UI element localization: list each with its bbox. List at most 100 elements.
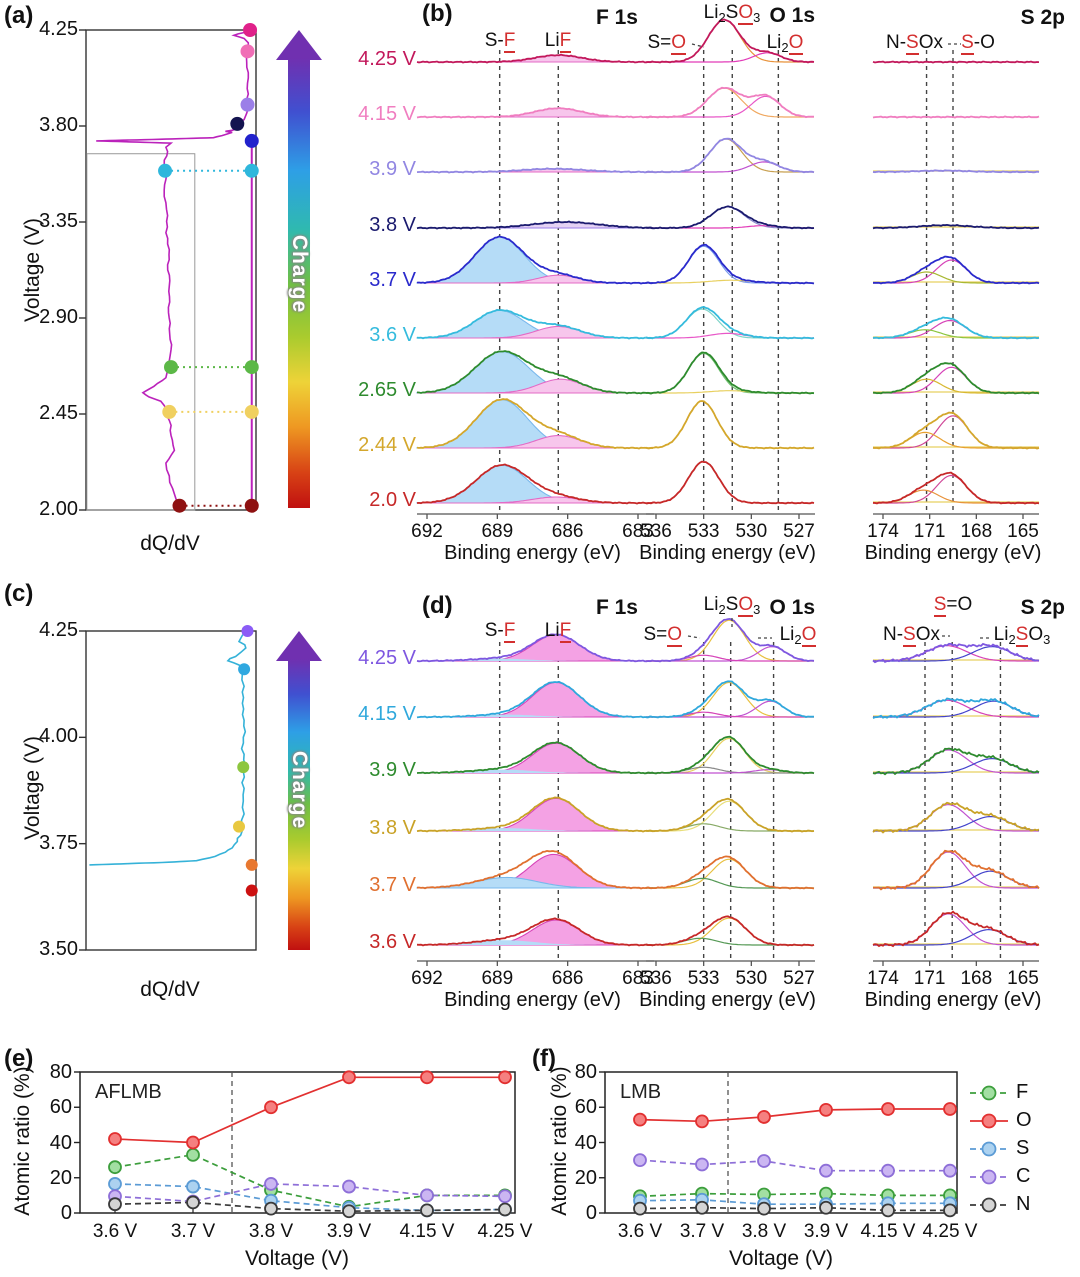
spectrum-envelope bbox=[645, 460, 815, 505]
column-title-o1s: O 1s bbox=[769, 4, 815, 27]
data-point-N bbox=[633, 1201, 647, 1216]
data-point-N bbox=[943, 1203, 957, 1218]
peak-label-s-f: S-F bbox=[484, 620, 516, 643]
dataset-label-aflmb: AFLMB bbox=[95, 1081, 162, 1103]
spectrum-envelope bbox=[416, 220, 654, 230]
series-line-S bbox=[114, 1183, 506, 1212]
xps-spectra-aflmb bbox=[416, 18, 1040, 519]
voltage-point-marker bbox=[245, 858, 258, 871]
spectrum-envelope bbox=[416, 235, 654, 285]
fit-component-area bbox=[417, 797, 654, 832]
x-tick-label: 4.25 V bbox=[477, 1221, 533, 1242]
y-tick-label: 4.25 bbox=[39, 18, 78, 40]
spectrum-envelope bbox=[645, 137, 815, 174]
panel-label-c: (c) bbox=[4, 580, 34, 607]
column-title-o1s: O 1s bbox=[769, 596, 815, 619]
y-tick-label: 2.90 bbox=[39, 306, 78, 328]
spectrum-envelope bbox=[416, 917, 654, 947]
voltage-point-marker bbox=[162, 404, 177, 419]
spectrum-envelope bbox=[416, 53, 654, 64]
x-tick-label: 3.9 V bbox=[326, 1221, 372, 1242]
x-tick-label: 168 bbox=[960, 521, 993, 542]
peak-label-s-double-o: S=O bbox=[933, 594, 973, 617]
dataset-label-lmb: LMB bbox=[620, 1081, 662, 1103]
data-point-S bbox=[186, 1179, 200, 1194]
series-line-F bbox=[639, 1192, 950, 1198]
fit-component-curve bbox=[873, 415, 1039, 449]
atomic-ratio-chart-aflmb bbox=[74, 1070, 516, 1219]
voltage-point-marker bbox=[230, 116, 245, 131]
atomic-ratio-chart-lmb bbox=[599, 1071, 1008, 1218]
y-tick-label: 4.00 bbox=[39, 725, 78, 748]
x-tick-label: 686 bbox=[551, 968, 584, 989]
voltage-point-marker bbox=[240, 44, 255, 59]
data-point-F bbox=[186, 1147, 200, 1162]
x-tick-label: 686 bbox=[551, 521, 584, 542]
spectrum-envelope bbox=[645, 915, 815, 947]
x-tick-label: 165 bbox=[1007, 521, 1039, 542]
data-point-C bbox=[342, 1179, 356, 1194]
x-axis-label: Binding energy (eV) bbox=[864, 989, 1042, 1011]
spectrum-envelope bbox=[872, 60, 1040, 64]
data-point-C bbox=[695, 1157, 709, 1172]
column-title-s2p: S 2p bbox=[1020, 596, 1065, 619]
panel-label-b: (b) bbox=[422, 0, 453, 27]
spectrum-row-label: 2.44 V bbox=[358, 434, 416, 456]
x-axis-label: Binding energy (eV) bbox=[639, 542, 816, 564]
panel-label-f: (f) bbox=[532, 1045, 556, 1072]
spectrum-row-label: 3.8 V bbox=[369, 214, 416, 236]
data-point-N bbox=[819, 1200, 833, 1215]
voltage-point-marker bbox=[238, 663, 251, 676]
data-point-N bbox=[881, 1203, 895, 1218]
spectrum-envelope bbox=[872, 801, 1040, 834]
spectrum-envelope bbox=[416, 741, 654, 775]
spectrum-envelope bbox=[872, 747, 1040, 776]
panel-xps-lmb: (d) 692 689 686 683 Binding energy (eV) 4.25 … bbox=[330, 580, 1080, 1035]
fit-component-curve bbox=[646, 138, 814, 173]
legend-label-O: O bbox=[1016, 1109, 1032, 1131]
data-point-O bbox=[819, 1102, 833, 1117]
voltage-point-marker bbox=[233, 820, 245, 833]
voltage-point-marker bbox=[245, 884, 258, 897]
data-point-C bbox=[633, 1153, 647, 1168]
peak-label-li2o: Li2O bbox=[779, 624, 817, 647]
spectrum-row-label: 3.7 V bbox=[369, 874, 416, 896]
spectrum-envelope bbox=[645, 305, 815, 340]
legend-marker-F bbox=[981, 1085, 997, 1101]
y-tick-label: 4.25 bbox=[39, 619, 78, 641]
spectrum-envelope bbox=[872, 223, 1040, 230]
plot-frame bbox=[85, 630, 257, 951]
series-line-O bbox=[639, 1108, 950, 1123]
series-line-C bbox=[639, 1159, 950, 1172]
voltage-point-marker bbox=[244, 360, 259, 375]
spectrum-row-label: 4.15 V bbox=[358, 103, 416, 125]
fit-component-area bbox=[417, 681, 654, 718]
y-tick-label: 2.00 bbox=[39, 498, 78, 520]
spectrum-envelope bbox=[872, 910, 1040, 948]
panel-dqdv-aflmb: (a) Voltage (V) dQ/dV Charge 4.25 3.80 3.3… bbox=[0, 0, 330, 578]
x-tick-label: 165 bbox=[1007, 968, 1039, 989]
x-axis-label: Voltage (V) bbox=[729, 1247, 833, 1270]
panel-xps-aflmb: (b) 692 689 686 683 Binding energy (eV) 4.25 … bbox=[330, 0, 1080, 578]
column-title-f1s: F 1s bbox=[595, 596, 638, 619]
charge-gradient-bar bbox=[288, 58, 310, 508]
series-line-C bbox=[114, 1183, 506, 1203]
fit-component-curve bbox=[873, 366, 1039, 394]
spectrum-envelope bbox=[645, 735, 815, 775]
spectrum-envelope bbox=[645, 617, 815, 663]
x-tick-label: 536 bbox=[640, 521, 672, 542]
y-tick-label: 80 bbox=[574, 1061, 597, 1083]
spectrum-envelope bbox=[873, 255, 1040, 285]
x-tick-label: 171 bbox=[913, 968, 946, 989]
charge-arrow-head bbox=[276, 631, 322, 661]
spectrum-envelope bbox=[873, 849, 1040, 891]
x-tick-label: 533 bbox=[687, 521, 720, 542]
peak-label-s-double-o: S=O bbox=[647, 32, 686, 55]
x-tick-label: 168 bbox=[960, 968, 993, 989]
x-tick-label: 689 bbox=[481, 968, 514, 989]
x-tick-label: 692 bbox=[411, 521, 443, 542]
spectrum-envelope bbox=[645, 351, 815, 395]
xps-spectra-lmb bbox=[416, 617, 1040, 966]
peak-label-n-sox: N-SOx bbox=[885, 32, 943, 55]
y-tick-label: 40 bbox=[49, 1131, 72, 1154]
